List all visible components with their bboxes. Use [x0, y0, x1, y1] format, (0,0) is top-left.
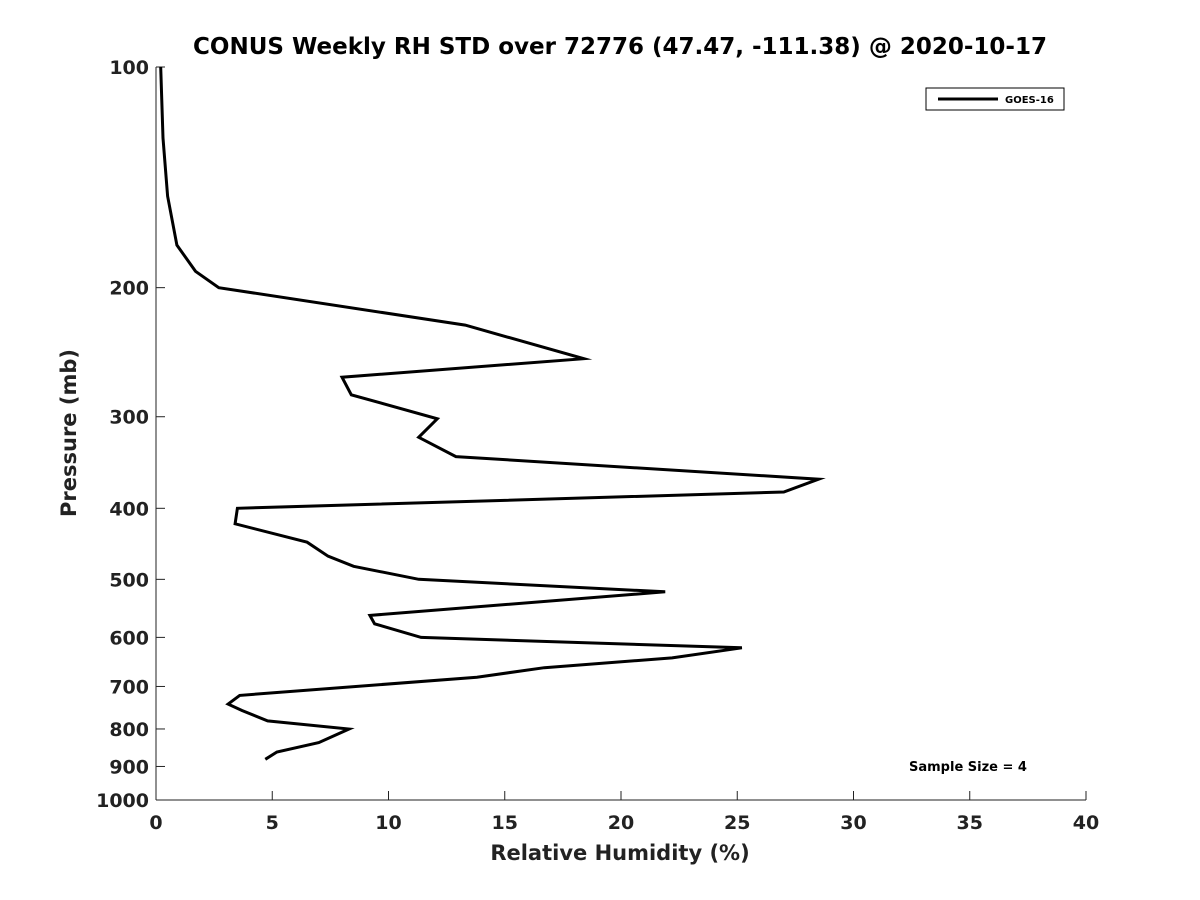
- y-tick-label: 300: [109, 407, 149, 429]
- series-line-goes-16: [159, 66, 826, 761]
- y-axis-label: Pressure (mb): [57, 349, 81, 517]
- y-tick-label: 500: [109, 569, 149, 591]
- y-tick-label: 400: [109, 498, 149, 520]
- x-tick-label: 0: [149, 812, 162, 834]
- x-axis-ticks: 0 5 10 15 20 25 30 35 40: [149, 791, 1099, 834]
- x-axis-label: Relative Humidity (%): [490, 841, 749, 865]
- x-tick-label: 35: [957, 812, 983, 834]
- chart-title: CONUS Weekly RH STD over 72776 (47.47, -…: [193, 34, 1047, 60]
- series-group: [159, 66, 826, 761]
- x-tick-label: 15: [492, 812, 518, 834]
- x-tick-label: 5: [266, 812, 279, 834]
- x-tick-label: 20: [608, 812, 634, 834]
- sample-size-annotation: Sample Size = 4: [909, 760, 1027, 775]
- y-tick-label: 800: [109, 719, 149, 741]
- x-tick-label: 30: [840, 812, 866, 834]
- y-tick-label: 1000: [96, 790, 149, 812]
- y-tick-label: 700: [109, 676, 149, 698]
- x-tick-label: 25: [724, 812, 750, 834]
- y-tick-label: 200: [109, 278, 149, 300]
- y-axis-ticks: 100 200 300 400 500 600 700 800 900 1000: [96, 57, 165, 812]
- y-tick-label: 900: [109, 756, 149, 778]
- legend-entry-label: GOES-16: [1005, 95, 1054, 106]
- y-tick-label: 600: [109, 627, 149, 649]
- x-tick-label: 40: [1073, 812, 1099, 834]
- x-tick-label: 10: [375, 812, 401, 834]
- legend: GOES-16: [925, 87, 1065, 111]
- y-tick-label: 100: [109, 57, 149, 79]
